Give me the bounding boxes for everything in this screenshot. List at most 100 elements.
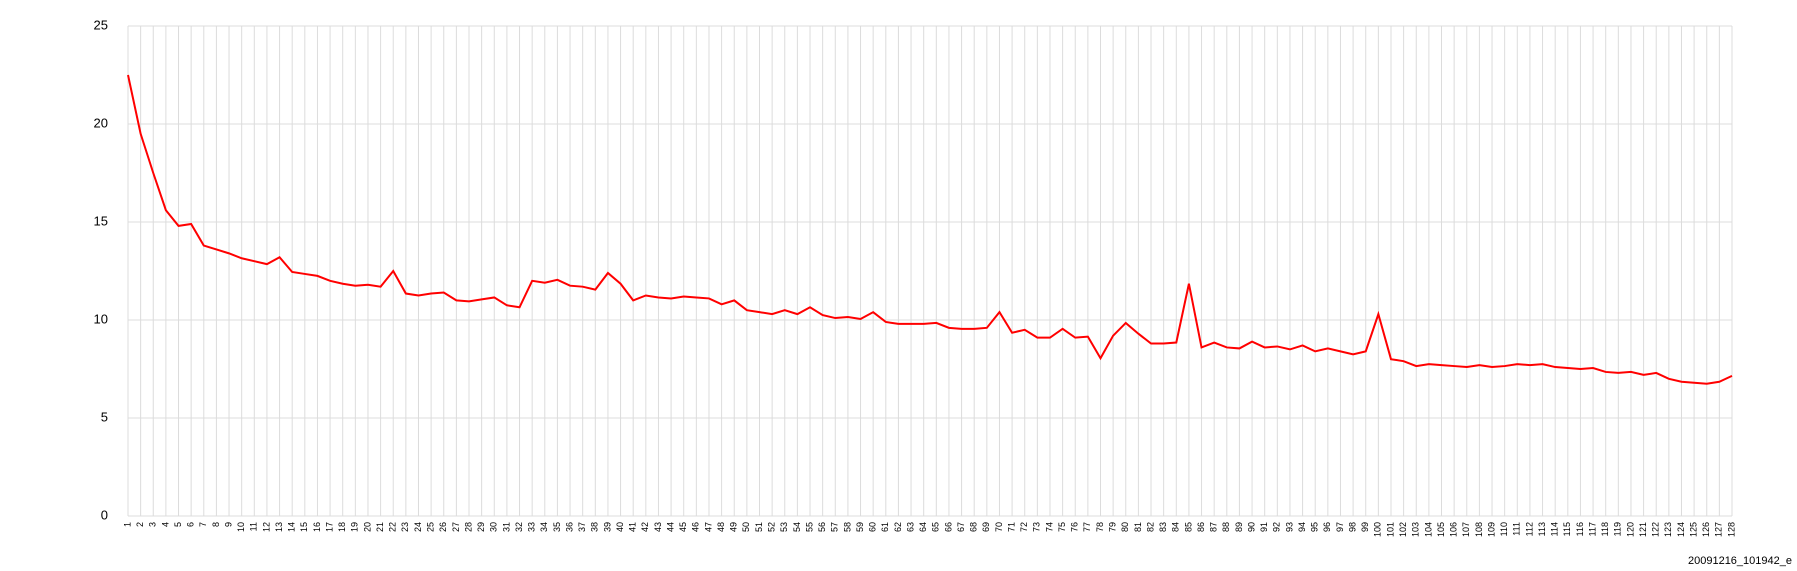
x-tick-label: 29	[476, 522, 486, 532]
x-tick-label: 47	[703, 522, 713, 532]
x-tick-label: 43	[653, 522, 663, 532]
x-tick-label: 104	[1423, 522, 1433, 537]
x-tick-label: 20	[362, 522, 372, 532]
x-tick-label: 69	[981, 522, 991, 532]
x-tick-label: 76	[1070, 522, 1080, 532]
x-tick-label: 62	[893, 522, 903, 532]
x-tick-label: 58	[842, 522, 852, 532]
x-tick-label: 125	[1688, 522, 1698, 537]
x-tick-label: 70	[994, 522, 1004, 532]
x-tick-label: 16	[312, 522, 322, 532]
x-tick-label: 98	[1347, 522, 1357, 532]
x-tick-label: 38	[590, 522, 600, 532]
x-tick-label: 118	[1600, 522, 1610, 536]
x-tick-label: 85	[1183, 522, 1193, 532]
x-tick-label: 80	[1120, 522, 1130, 532]
x-tick-label: 103	[1411, 522, 1421, 537]
x-tick-label: 36	[564, 522, 574, 532]
y-tick-label: 0	[101, 507, 108, 522]
x-tick-label: 117	[1587, 522, 1597, 536]
x-tick-label: 93	[1284, 522, 1294, 532]
x-tick-label: 3	[148, 522, 158, 527]
x-tick-label: 22	[388, 522, 398, 532]
x-tick-label: 122	[1651, 522, 1661, 537]
x-tick-label: 71	[1006, 522, 1016, 532]
x-tick-label: 84	[1171, 522, 1181, 532]
x-tick-label: 18	[337, 522, 347, 532]
x-tick-label: 65	[931, 522, 941, 532]
x-tick-label: 63	[905, 522, 915, 532]
x-tick-label: 37	[577, 522, 587, 532]
x-tick-label: 34	[539, 522, 549, 532]
x-tick-label: 5	[173, 522, 183, 527]
x-tick-label: 13	[274, 522, 284, 532]
x-tick-label: 19	[350, 522, 360, 532]
x-tick-label: 75	[1057, 522, 1067, 532]
x-tick-label: 81	[1133, 522, 1143, 532]
x-tick-label: 68	[969, 522, 979, 532]
x-tick-label: 108	[1474, 522, 1484, 537]
x-tick-label: 54	[792, 522, 802, 532]
x-tick-label: 27	[451, 522, 461, 532]
x-tick-label: 110	[1499, 522, 1509, 536]
caption: 20091216_101942_e	[1688, 555, 1792, 567]
x-tick-label: 73	[1032, 522, 1042, 532]
x-tick-label: 21	[375, 522, 385, 532]
x-tick-label: 59	[855, 522, 865, 532]
x-tick-label: 102	[1398, 522, 1408, 537]
x-tick-label: 127	[1714, 522, 1724, 537]
x-tick-label: 120	[1625, 522, 1635, 537]
x-tick-label: 106	[1449, 522, 1459, 537]
x-tick-label: 15	[299, 522, 309, 532]
x-tick-label: 90	[1246, 522, 1256, 532]
x-tick-label: 48	[716, 522, 726, 532]
x-tick-label: 52	[767, 522, 777, 532]
y-tick-label: 20	[94, 115, 108, 130]
x-tick-label: 9	[223, 522, 233, 527]
x-tick-label: 126	[1701, 522, 1711, 537]
x-tick-label: 42	[640, 522, 650, 532]
x-tick-label: 88	[1221, 522, 1231, 532]
x-tick-label: 41	[628, 522, 638, 532]
x-tick-label: 7	[198, 522, 208, 527]
x-tick-label: 91	[1259, 522, 1269, 532]
x-tick-label: 26	[438, 522, 448, 532]
x-tick-label: 97	[1335, 522, 1345, 532]
x-tick-label: 60	[868, 522, 878, 532]
x-tick-label: 28	[463, 522, 473, 532]
x-tick-label: 40	[615, 522, 625, 532]
x-tick-label: 30	[489, 522, 499, 532]
x-tick-label: 66	[943, 522, 953, 532]
x-tick-label: 89	[1234, 522, 1244, 532]
x-tick-label: 105	[1436, 522, 1446, 537]
x-tick-label: 1	[122, 522, 132, 527]
x-tick-label: 2	[135, 522, 145, 527]
x-tick-label: 24	[413, 522, 423, 532]
x-tick-label: 33	[527, 522, 537, 532]
data-line	[127, 74, 1733, 385]
x-tick-label: 78	[1095, 522, 1105, 532]
x-tick-label: 10	[236, 522, 246, 532]
x-tick-label: 44	[665, 522, 675, 532]
x-tick-label: 74	[1044, 522, 1054, 532]
x-tick-label: 113	[1537, 522, 1547, 536]
x-tick-label: 61	[880, 522, 890, 532]
x-tick-label: 96	[1322, 522, 1332, 532]
x-tick-label: 77	[1082, 522, 1092, 532]
x-tick-label: 57	[830, 522, 840, 532]
x-tick-label: 128	[1726, 522, 1736, 537]
x-tick-label: 95	[1310, 522, 1320, 532]
x-tick-label: 53	[779, 522, 789, 532]
x-tick-label: 45	[678, 522, 688, 532]
x-tick-label: 124	[1676, 522, 1686, 537]
x-tick-label: 6	[186, 522, 196, 527]
x-tick-label: 23	[400, 522, 410, 532]
x-tick-label: 82	[1145, 522, 1155, 532]
x-tick-label: 72	[1019, 522, 1029, 532]
x-tick-label: 107	[1461, 522, 1471, 537]
x-tick-label: 8	[211, 522, 221, 527]
x-tick-label: 49	[729, 522, 739, 532]
x-tick-label: 123	[1663, 522, 1673, 537]
x-tick-label: 17	[324, 522, 334, 532]
